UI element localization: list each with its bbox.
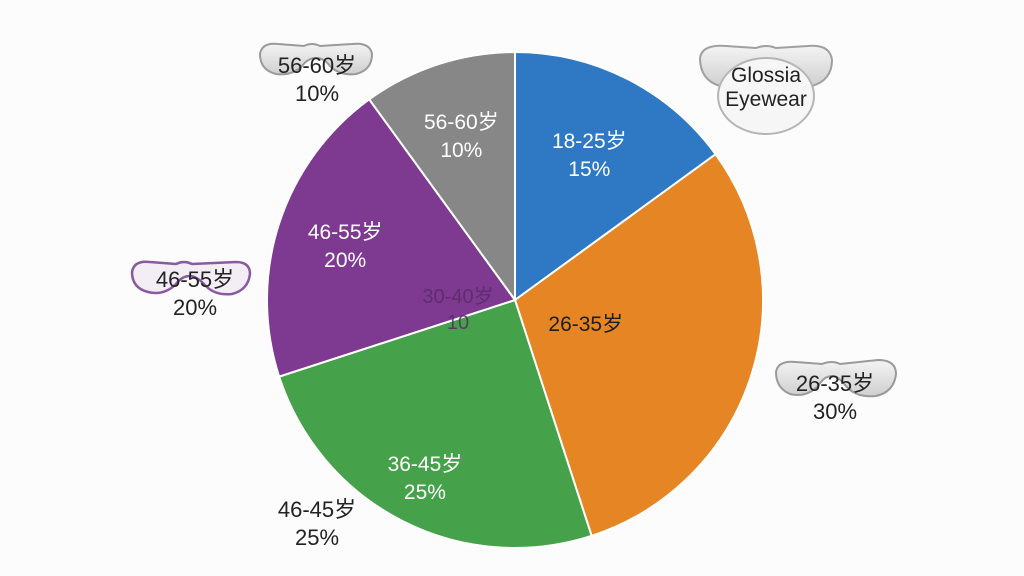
- outside-label-text: 26-35岁: [795, 371, 875, 396]
- pie-slice-36-45岁: [277, 298, 593, 549]
- slice-percent: 15%: [568, 158, 610, 181]
- pie-slice-18-25岁: [514, 50, 718, 302]
- center-overlap-line1: 30-40岁: [422, 286, 494, 308]
- outside-label-46-55: 46-55岁 20%: [140, 266, 250, 322]
- outside-label-text: 56-60岁: [277, 53, 357, 78]
- glasses-icon: [774, 358, 898, 398]
- outside-label-value: 20%: [172, 295, 218, 320]
- pie-slice-46-55岁: [266, 97, 517, 378]
- outside-label-46-45: 46-45岁 25%: [262, 496, 372, 552]
- glasses-icon: [698, 44, 834, 135]
- pie-slice-26-35岁: [513, 152, 764, 538]
- slice-label: 26-35岁: [548, 313, 623, 336]
- outside-label-text: 46-55岁: [155, 267, 235, 292]
- center-overlap-label: 30-40岁 10: [398, 284, 518, 336]
- glasses-icon: [258, 42, 374, 76]
- brand-name: Glossia Eyewear: [700, 64, 832, 112]
- pie-slice-labels: 18-25岁 15% 26-35岁 36-45岁 25% 46-55岁 20% 56-60岁 1…: [308, 111, 627, 504]
- center-overlap-line2: 10: [446, 312, 470, 334]
- slice-label: 18-25岁: [552, 130, 627, 153]
- outside-label-value: 25%: [294, 525, 340, 550]
- pie-slices: [266, 50, 764, 549]
- outside-label-text: 46-45岁: [277, 497, 357, 522]
- slice-label: 36-45岁: [388, 453, 463, 476]
- slice-label: 56-60岁: [424, 111, 499, 134]
- outside-label-value: 10%: [294, 81, 340, 106]
- outside-label-26-35: 26-35岁 30%: [780, 370, 890, 426]
- brand-logo: Glossia Eyewear: [700, 40, 832, 135]
- slice-percent: 20%: [324, 249, 366, 272]
- outside-label-56-60: 56-60岁 10%: [262, 52, 372, 108]
- brand-line1: Glossia: [730, 64, 802, 87]
- brand-line2: Eyewear: [725, 88, 807, 111]
- glasses-icon: [130, 260, 252, 296]
- slice-percent: 10%: [440, 139, 482, 162]
- slice-percent: 25%: [404, 481, 446, 504]
- outside-label-value: 30%: [812, 399, 858, 424]
- pie-slice-56-60岁: [367, 50, 516, 304]
- slice-label: 46-55岁: [308, 221, 383, 244]
